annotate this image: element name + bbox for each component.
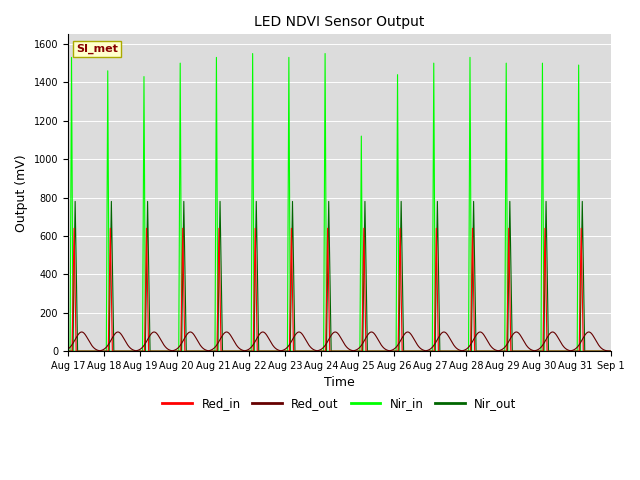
Red_out (180, 336, 188, 342)
Nir_out (268, 348, 275, 354)
Nir_out (175, 348, 182, 354)
Nir_in (321, 51, 329, 57)
Nir_in (268, 348, 275, 354)
Nir_out (180, 222, 188, 228)
Red_in (492, 348, 499, 354)
Line: Nir_out: Nir_out (68, 202, 611, 351)
Nir_in (180, 348, 188, 354)
Red_in (415, 348, 422, 354)
Nir_in (64, 348, 72, 354)
Nir_in (607, 348, 615, 354)
Text: SI_met: SI_met (76, 44, 118, 54)
Nir_out (492, 348, 499, 354)
Line: Nir_in: Nir_in (68, 54, 611, 351)
Legend: Red_in, Red_out, Nir_in, Nir_out: Red_in, Red_out, Nir_in, Nir_out (157, 393, 522, 415)
Nir_out (64, 348, 72, 354)
X-axis label: Time: Time (324, 376, 355, 389)
Nir_out (605, 348, 613, 354)
Red_out (607, 348, 615, 354)
Nir_out (71, 199, 79, 204)
Red_in (180, 315, 188, 321)
Nir_in (492, 348, 499, 354)
Red_out (605, 348, 613, 354)
Line: Red_in: Red_in (68, 228, 611, 351)
Red_in (607, 348, 615, 354)
Red_out (415, 343, 422, 349)
Red_in (64, 348, 72, 354)
Y-axis label: Output (mV): Output (mV) (15, 154, 28, 231)
Red_out (78, 329, 86, 335)
Nir_in (175, 348, 182, 354)
Nir_out (607, 348, 615, 354)
Red_out (492, 347, 499, 353)
Red_out (64, 346, 72, 352)
Red_out (175, 345, 182, 350)
Nir_in (605, 348, 613, 354)
Line: Red_out: Red_out (68, 332, 611, 351)
Red_in (175, 348, 182, 354)
Red_in (70, 226, 78, 231)
Red_in (605, 348, 613, 354)
Title: LED NDVI Sensor Output: LED NDVI Sensor Output (254, 15, 425, 29)
Nir_in (415, 348, 422, 354)
Nir_out (415, 348, 422, 354)
Red_in (268, 348, 275, 354)
Red_out (268, 340, 275, 346)
